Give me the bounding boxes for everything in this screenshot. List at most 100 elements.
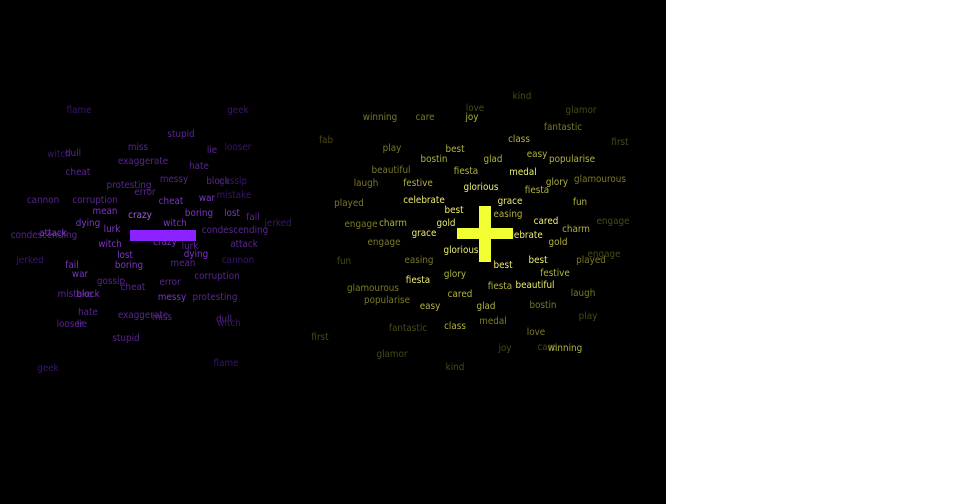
- positive-word: joy: [498, 343, 512, 354]
- positive-word: winning: [547, 343, 583, 354]
- positive-word: beautiful: [515, 280, 555, 291]
- positive-word: class: [444, 321, 466, 332]
- negative-word: witch: [98, 239, 122, 250]
- positive-word: celebrate: [501, 230, 543, 241]
- negative-word: stupid: [167, 129, 195, 140]
- negative-word: jerked: [16, 255, 44, 266]
- positive-word: kind: [445, 362, 465, 373]
- positive-word: glamourous: [347, 283, 399, 294]
- negative-word: cheat: [120, 282, 146, 293]
- positive-word: engage: [587, 249, 621, 260]
- negative-word: hate: [189, 161, 209, 172]
- negative-word: attack: [39, 228, 67, 239]
- negative-word: dying: [75, 218, 101, 229]
- negative-word: lost: [224, 208, 240, 219]
- positive-word: glorious: [463, 182, 499, 193]
- negative-word: fail: [246, 212, 260, 223]
- positive-word: kind: [512, 91, 532, 102]
- positive-word: cared: [447, 289, 473, 300]
- negative-word: hate: [78, 307, 98, 318]
- positive-word: popularise: [548, 154, 596, 165]
- negative-word: crazy: [128, 210, 152, 221]
- positive-word: winning: [362, 112, 398, 123]
- positive-word: fiesta: [405, 275, 431, 286]
- negative-word: dull: [215, 314, 233, 325]
- negative-word: lurk: [181, 241, 199, 252]
- positive-word: popularise: [363, 295, 411, 306]
- positive-word: love: [526, 327, 546, 338]
- positive-word: gold: [548, 237, 568, 248]
- positive-word: glory: [545, 177, 569, 188]
- negative-word: lurk: [103, 224, 121, 235]
- negative-word: protesting: [192, 292, 238, 303]
- negative-word: war: [71, 269, 89, 280]
- positive-word: play: [578, 311, 598, 322]
- negative-word: messy: [157, 292, 187, 303]
- positive-word: first: [311, 332, 329, 343]
- negative-word: stupid: [112, 333, 140, 344]
- negative-word: block: [206, 176, 230, 187]
- positive-word: medal: [509, 167, 537, 178]
- negative-word: looser: [224, 142, 252, 153]
- negative-word: cheat: [158, 196, 184, 207]
- positive-word: best: [444, 205, 464, 216]
- positive-word: glad: [476, 301, 496, 312]
- positive-word: first: [611, 137, 629, 148]
- negative-word: condescending: [10, 230, 78, 241]
- negative-word: mean: [92, 206, 118, 217]
- negative-word: dull: [64, 148, 82, 159]
- positive-word: glad: [483, 154, 503, 165]
- positive-word: fun: [336, 256, 352, 267]
- negative-word: lost: [117, 250, 133, 261]
- positive-word: glory: [443, 269, 467, 280]
- negative-word: witch: [163, 218, 187, 229]
- positive-word: easy: [526, 149, 548, 160]
- positive-word: care: [537, 342, 557, 353]
- negative-word: corruption: [72, 195, 118, 206]
- positive-word: played: [334, 198, 364, 209]
- positive-word: played: [576, 255, 606, 266]
- positive-word: charm: [562, 224, 590, 235]
- positive-word: bostin: [529, 300, 557, 311]
- negative-word: geek: [227, 105, 249, 116]
- negative-word: flame: [213, 358, 239, 369]
- positive-word: class: [508, 134, 530, 145]
- positive-word: best: [445, 144, 465, 155]
- negative-word: geek: [37, 363, 59, 374]
- positive-word: grace: [411, 228, 437, 239]
- negative-word: war: [198, 193, 216, 204]
- positive-word: glamourous: [574, 174, 626, 185]
- positive-word: play: [382, 143, 402, 154]
- negative-word: fail: [65, 260, 79, 271]
- negative-word: protesting: [106, 180, 152, 191]
- positive-word: best: [493, 260, 513, 271]
- negative-word: crazy: [153, 237, 177, 248]
- negative-word: looser: [56, 319, 84, 330]
- negative-word: cannon: [221, 255, 255, 266]
- negative-word: dying: [183, 249, 209, 260]
- negative-word: error: [134, 187, 156, 198]
- positive-word: gold: [436, 218, 456, 229]
- positive-word: cared: [533, 216, 559, 227]
- positive-word: care: [415, 112, 435, 123]
- positive-word: charm: [379, 218, 407, 229]
- positive-word: grace: [497, 196, 523, 207]
- positive-word: glamor: [565, 105, 597, 116]
- negative-word: error: [159, 277, 181, 288]
- positive-word: fab: [318, 135, 334, 146]
- positive-word: glamor: [376, 349, 408, 360]
- negative-word: condescending: [201, 225, 269, 236]
- negative-word: gossip: [96, 276, 126, 287]
- negative-word: jerked: [264, 218, 292, 229]
- positive-word: laugh: [570, 288, 596, 299]
- negative-word: witch: [47, 149, 71, 160]
- positive-word: fiesta: [487, 281, 513, 292]
- positive-word: fantastic: [543, 122, 583, 133]
- negative-word: corruption: [194, 271, 240, 282]
- positive-word: fiesta: [524, 185, 550, 196]
- positive-word: fiesta: [453, 166, 479, 177]
- positive-word: joy: [465, 112, 479, 123]
- negative-word: gossip: [218, 176, 248, 187]
- positive-word: glorious: [443, 245, 479, 256]
- positive-word: engage: [344, 219, 378, 230]
